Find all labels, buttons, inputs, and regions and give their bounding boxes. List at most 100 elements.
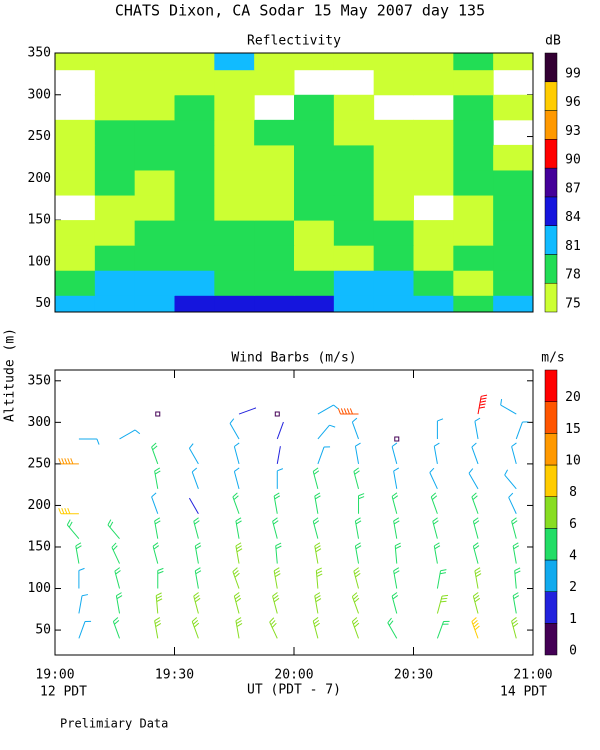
wind-barb [194, 542, 202, 564]
x-tick-label: 20:00 [274, 668, 313, 683]
y-tick-label: 200 [28, 498, 51, 513]
wind-barb [394, 436, 400, 442]
contour-cell [214, 270, 255, 296]
contour-cell [333, 270, 375, 296]
contour-cell [373, 270, 414, 296]
contour-cell [134, 119, 175, 146]
wind-barb [232, 492, 240, 514]
wind-barb [433, 542, 441, 564]
contour-cell [214, 69, 255, 96]
colorbar-label: 10 [565, 454, 581, 469]
contour-cell [214, 94, 255, 121]
wind-barb [112, 617, 120, 639]
wind-barb [312, 617, 320, 639]
contour-cell [214, 295, 255, 313]
colorbar-label: 20 [565, 390, 581, 405]
wind-barb [193, 517, 200, 539]
contour-cell [214, 220, 255, 246]
wind-barb [432, 517, 439, 539]
wind-barb [154, 467, 161, 489]
contour-cell [254, 245, 295, 271]
wind-barb [275, 542, 282, 564]
contour-cell [413, 220, 454, 246]
contour-cell [413, 119, 454, 146]
contour-cell [493, 270, 534, 296]
wind-barb [78, 438, 100, 445]
colorbar-label: 6 [569, 517, 577, 532]
wind-barb [314, 492, 321, 514]
wind-barb [394, 542, 402, 564]
colorbar-box [544, 528, 558, 561]
wind-barb [78, 620, 92, 639]
contour-cell [333, 119, 375, 146]
contour-cell [134, 295, 175, 313]
contour-cell [453, 195, 494, 221]
wind-barb [155, 411, 161, 417]
wind-barb [472, 592, 481, 614]
wind-barb [353, 567, 361, 589]
contour-cell [453, 270, 494, 296]
contour-cell [94, 270, 136, 296]
colorbar-label: 84 [565, 210, 581, 225]
contour-cell [294, 220, 335, 246]
contour-cell [134, 245, 175, 271]
wind-barb [354, 517, 362, 539]
contour-cell [413, 69, 454, 96]
contour-cell [294, 94, 335, 121]
colorbar-label: 8 [569, 485, 577, 500]
wind-barb [66, 519, 80, 539]
contour-cell [174, 270, 215, 296]
wind-barb [471, 492, 479, 514]
wind-barb [471, 617, 480, 639]
contour-cell [373, 220, 414, 246]
wind-barb [393, 567, 400, 589]
contour-cell [254, 53, 295, 71]
contour-cell [55, 270, 96, 296]
left-note: 12 PDT [40, 685, 87, 700]
colorbar-box [544, 496, 558, 529]
contour-cell [294, 295, 335, 313]
contour-cell [333, 94, 375, 121]
contour-cell [294, 270, 335, 296]
wind-barb [512, 592, 520, 614]
contour-cell [214, 144, 255, 171]
wind-barb [233, 467, 240, 489]
wind-barb [317, 404, 339, 415]
colorbar-box [544, 110, 558, 140]
contour-cell [94, 295, 136, 313]
wind-barb [512, 542, 520, 564]
wind-barb [191, 467, 199, 489]
contour-cell [333, 220, 375, 246]
colorbar-label: 78 [565, 268, 581, 283]
wind-barb [119, 429, 141, 440]
wind-barb [229, 418, 240, 440]
wind-barb [233, 592, 242, 614]
wind-barb [472, 517, 480, 539]
footer-note: Prelimiary Data [60, 717, 168, 731]
wind-barb [273, 567, 281, 589]
wind-barb [151, 492, 159, 514]
contour-cell [493, 169, 534, 196]
y-tick-label: 300 [28, 87, 51, 102]
contour-cell [453, 94, 494, 121]
wind-barb [354, 442, 361, 464]
contour-cell [134, 94, 175, 121]
wind-barb [391, 442, 398, 465]
contour-cell [174, 144, 215, 171]
wind-barb [353, 467, 360, 489]
colorbar-box [544, 591, 558, 624]
contour-cell [413, 144, 454, 171]
colorbar-unit: dB [545, 34, 561, 49]
contour-cell [254, 69, 295, 96]
y-tick-label: 50 [35, 623, 51, 638]
contour-cell [453, 144, 494, 171]
colorbar-label: 1 [569, 612, 577, 627]
contour-cell [214, 119, 255, 146]
contour-cell [134, 53, 175, 71]
contour-cell [174, 94, 215, 121]
wind-barb [391, 592, 399, 614]
contour-cell [294, 169, 335, 196]
contour-cell [373, 169, 414, 196]
colorbar-label: 75 [565, 297, 581, 312]
contour-cell [493, 144, 534, 171]
